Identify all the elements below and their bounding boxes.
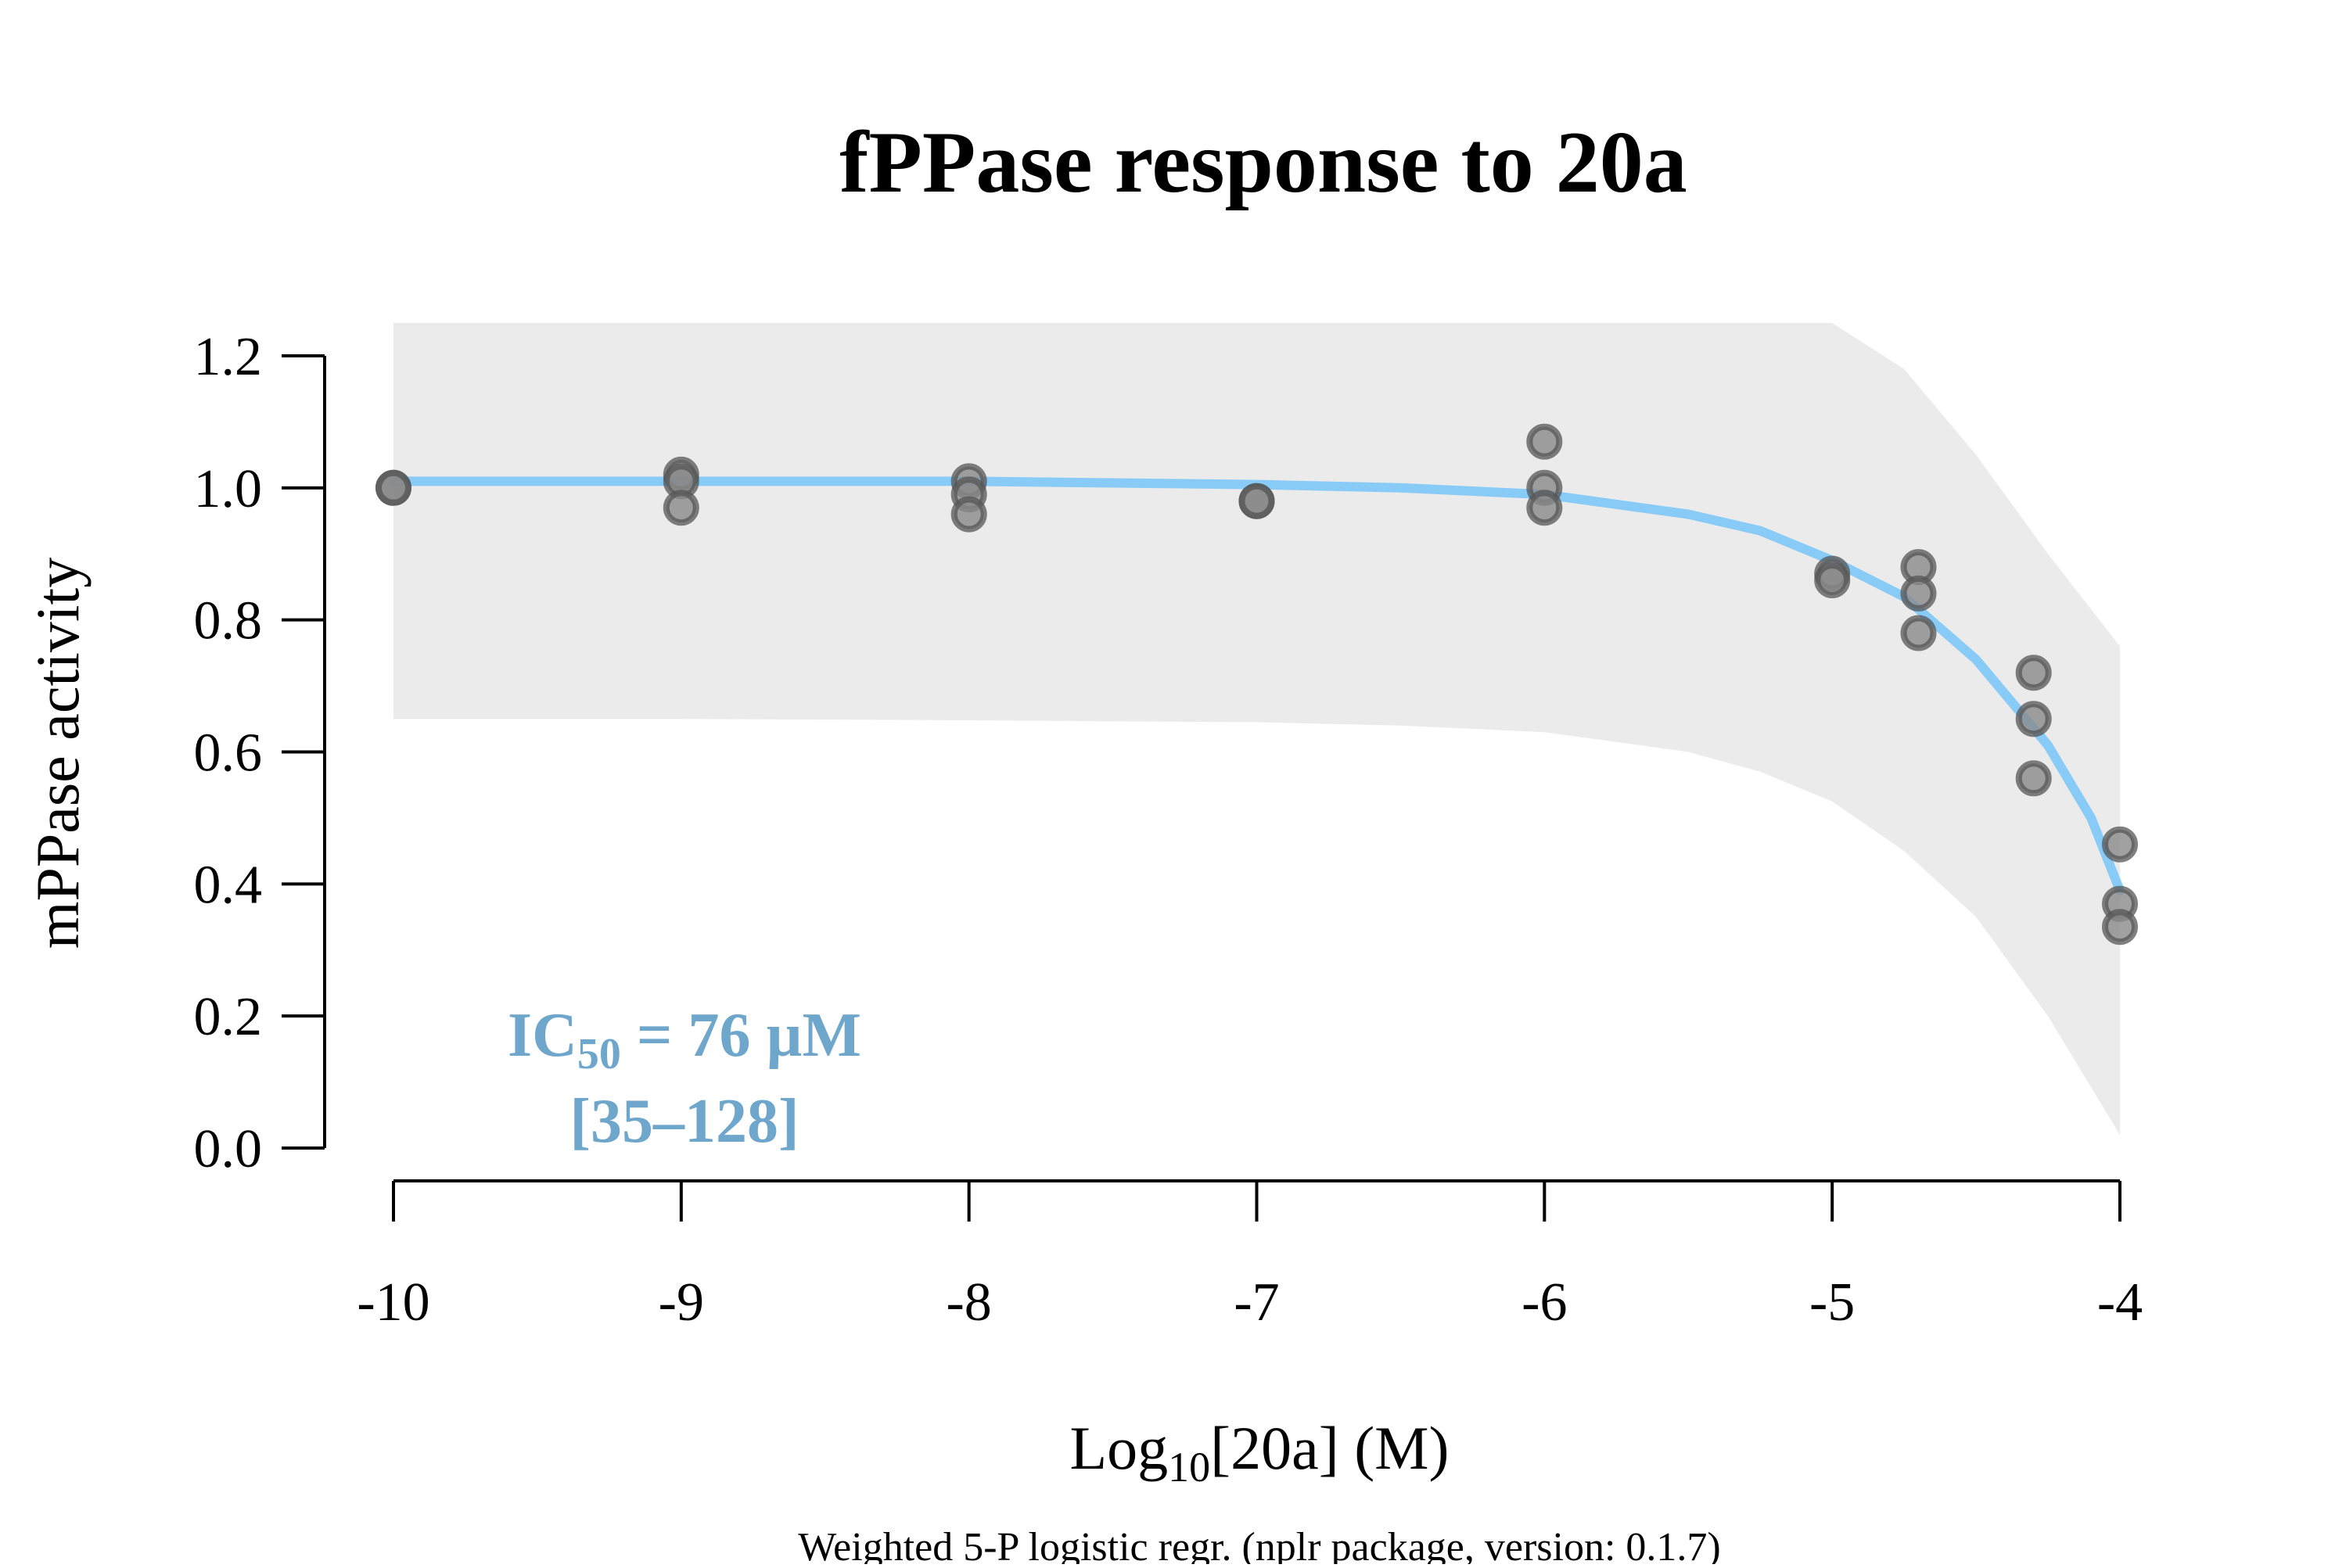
data-point [2102, 826, 2138, 863]
x-tick-label: -6 [1521, 1272, 1567, 1333]
confidence-band-layer [393, 323, 2120, 1136]
data-point [1900, 575, 1937, 612]
x-tick-label: -8 [947, 1272, 992, 1333]
x-tick-label: -5 [1809, 1272, 1855, 1333]
data-point [1238, 483, 1275, 519]
data-point [1814, 562, 1851, 598]
ic50-annotation: IC50 = 76 µM [35–128] [508, 1001, 861, 1156]
data-point [2015, 760, 2052, 797]
y-tick-label: 0.2 [194, 987, 263, 1047]
y-tick-label: 0.4 [194, 855, 263, 915]
confidence-band [393, 323, 2120, 1136]
x-axis: -10 -9 -8 -7 -6 -5 -4 [357, 1179, 2143, 1333]
data-point [1526, 490, 1563, 526]
data-point [1900, 615, 1937, 651]
x-axis-label: Log10[20a] (M) [1069, 1414, 1449, 1491]
data-point [1526, 423, 1563, 460]
data-point [950, 496, 987, 533]
y-tick-label: 1.0 [194, 459, 263, 519]
y-tick-label: 0.6 [194, 723, 263, 784]
data-point [663, 490, 699, 526]
data-point [375, 469, 411, 506]
ic50-line2: [35–128] [569, 1087, 799, 1156]
footnote: Weighted 5-P logistic regr. (nplr packag… [798, 1525, 1720, 1564]
data-point [2015, 655, 2052, 691]
x-tick-label: -4 [2097, 1272, 2143, 1333]
y-tick-label: 0.8 [194, 591, 263, 651]
y-axis: 0.0 0.2 0.4 0.6 0.8 1.0 1.2 [194, 327, 326, 1179]
points-layer [375, 423, 2138, 945]
x-tick-label: -9 [659, 1272, 704, 1333]
x-tick-label: -7 [1234, 1272, 1279, 1333]
chart-title: fPPase response to 20a [839, 114, 1687, 211]
y-axis-label: mPPase activity [23, 558, 92, 949]
y-tick-label: 1.2 [194, 327, 263, 387]
y-tick-label: 0.0 [194, 1119, 263, 1179]
data-point [2015, 701, 2052, 737]
ic50-line1: IC50 = 76 µM [508, 1001, 861, 1078]
data-point [2102, 909, 2138, 945]
x-tick-label: -10 [357, 1272, 429, 1333]
